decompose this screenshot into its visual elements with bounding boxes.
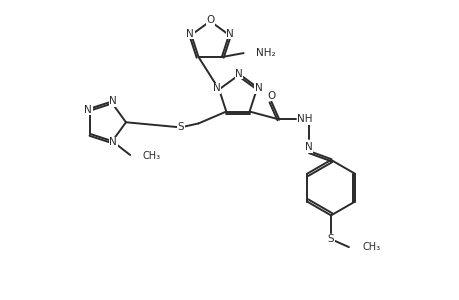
Text: N: N <box>235 69 242 79</box>
Text: N: N <box>226 29 233 39</box>
Text: S: S <box>327 234 334 244</box>
Text: NH₂: NH₂ <box>255 48 274 58</box>
Text: O: O <box>206 15 214 25</box>
Text: NH: NH <box>297 115 312 124</box>
Text: CH₃: CH₃ <box>142 151 160 161</box>
Text: N: N <box>213 83 220 93</box>
Text: N: N <box>109 137 117 147</box>
Text: N: N <box>84 105 92 115</box>
Text: O: O <box>267 91 275 101</box>
Text: N: N <box>109 96 117 106</box>
Text: N: N <box>254 83 262 93</box>
Text: S: S <box>177 122 184 132</box>
Text: N: N <box>186 29 194 39</box>
Text: N: N <box>304 142 312 152</box>
Text: CH₃: CH₃ <box>362 242 380 252</box>
